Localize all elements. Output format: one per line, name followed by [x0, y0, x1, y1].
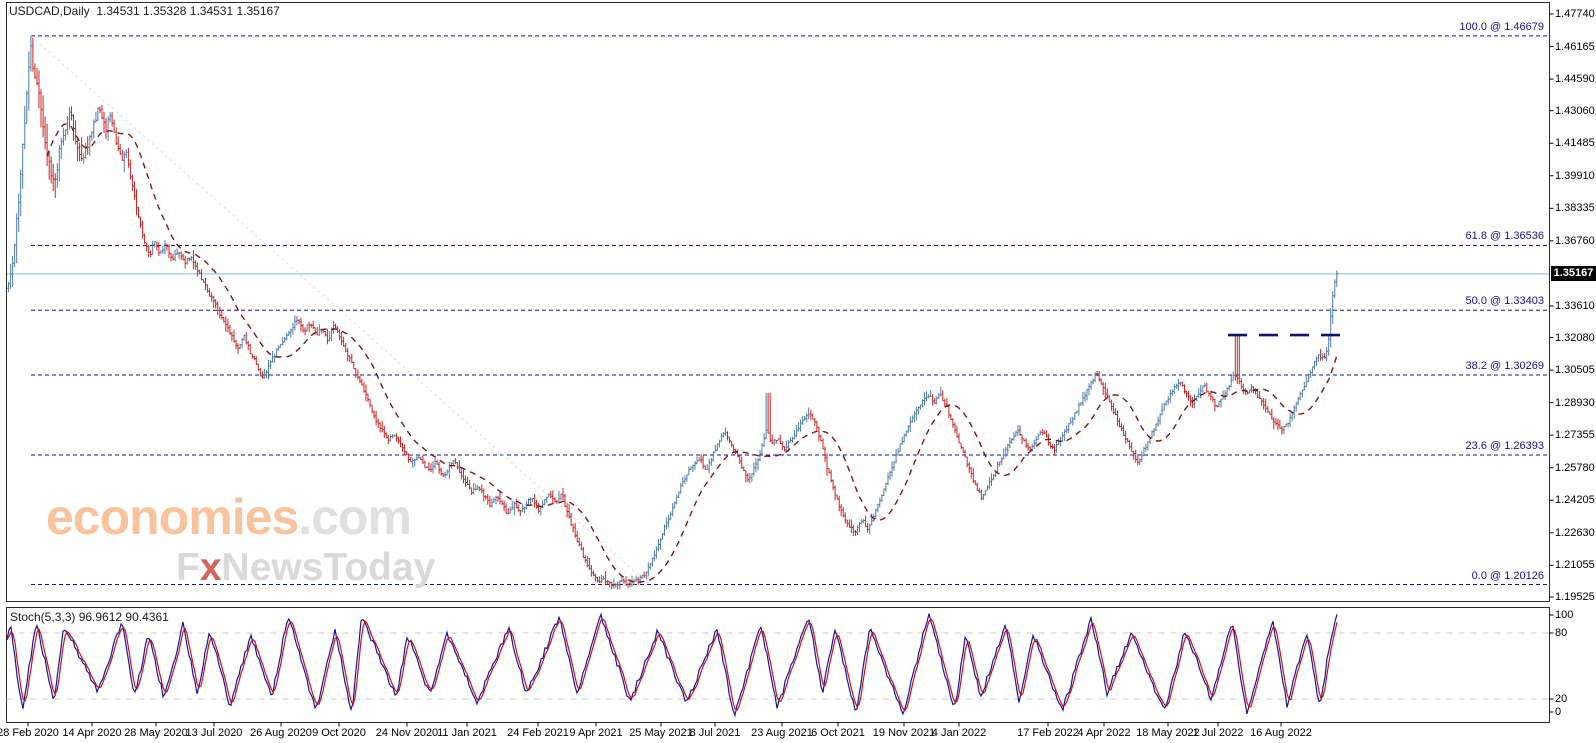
bars-down — [32, 37, 1327, 590]
stoch-plot — [6, 612, 1550, 718]
stoch-pane-border — [6, 607, 1550, 723]
candlestick-series — [6, 35, 1339, 590]
main-pane-border — [6, 2, 1550, 602]
stoch-signal-line — [6, 618, 1338, 712]
bars-up — [6, 35, 1339, 590]
fib-lines — [31, 35, 1550, 586]
moving-average-line[interactable] — [46, 123, 1338, 583]
stoch-main-line — [6, 612, 1338, 718]
